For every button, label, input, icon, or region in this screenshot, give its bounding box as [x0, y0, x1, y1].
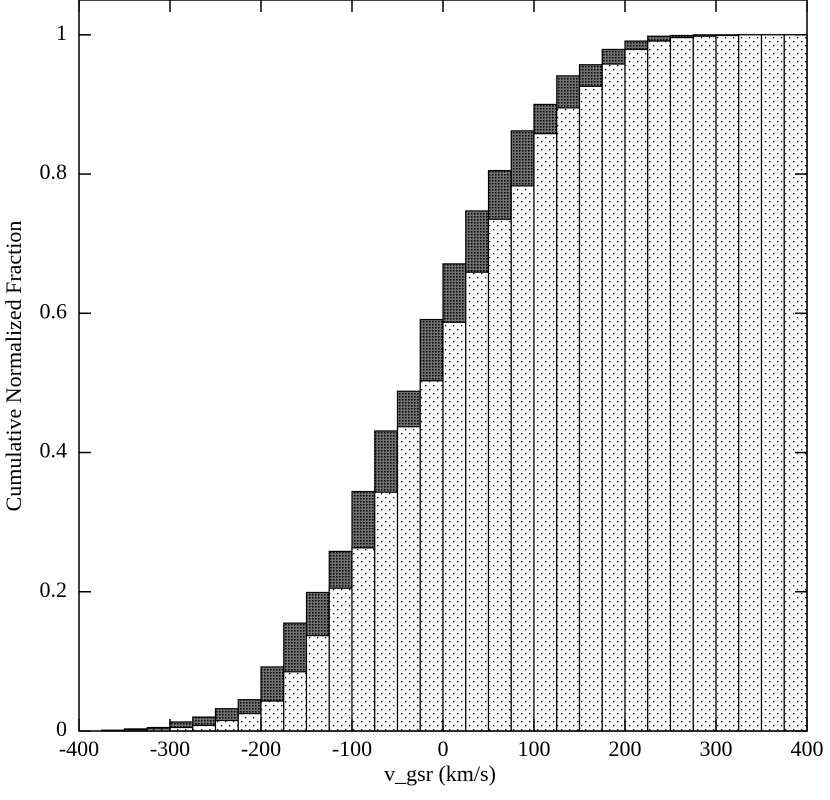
histogram-bar — [738, 34, 763, 732]
histogram-bar — [396, 426, 421, 732]
histogram-bar — [419, 380, 444, 732]
x-tick-label: 0 — [438, 736, 449, 761]
histogram-bar — [487, 218, 512, 732]
x-tick-label: -200 — [241, 736, 281, 761]
histogram-bar — [510, 185, 535, 732]
y-tick-label: 0.6 — [40, 298, 68, 323]
y-axis-label: Cumulative Normalized Fraction — [1, 221, 26, 512]
x-tick-label: 300 — [700, 736, 733, 761]
histogram-bar — [328, 587, 353, 732]
y-tick-label: 0.4 — [40, 438, 68, 463]
x-tick-label: 100 — [518, 736, 551, 761]
x-tick-label: -400 — [59, 736, 99, 761]
histogram-bar — [192, 724, 217, 732]
histogram-bar — [692, 35, 717, 732]
x-axis-label: v_gsr (km/s) — [384, 761, 496, 786]
histogram-bar — [624, 48, 649, 732]
histogram-bar — [442, 321, 467, 732]
histogram-bar — [783, 34, 808, 732]
y-tick-label: 0.2 — [40, 577, 68, 602]
histogram-bar — [669, 36, 694, 732]
y-tick-label: 0 — [56, 716, 67, 741]
y-tick-label: 1 — [56, 20, 67, 45]
histogram-bar — [465, 271, 490, 732]
histogram-bar — [715, 34, 740, 732]
histogram-bar — [578, 85, 603, 732]
histogram-bar — [533, 133, 558, 732]
histogram-bar — [351, 547, 376, 732]
x-tick-label: -100 — [332, 736, 372, 761]
histogram-bar — [283, 671, 308, 732]
x-tick-label: 200 — [609, 736, 642, 761]
histogram-bar — [556, 107, 581, 732]
histogram-bar — [214, 719, 239, 732]
histogram-bar — [237, 712, 262, 732]
x-tick-label: -300 — [150, 736, 190, 761]
x-tick-label: 400 — [791, 736, 824, 761]
y-tick-label: 0.8 — [40, 159, 68, 184]
histogram-bar — [647, 40, 672, 732]
histogram-bar — [260, 700, 285, 732]
histogram-bar — [601, 63, 626, 732]
histogram-bar — [374, 491, 399, 732]
histogram-bar — [760, 34, 785, 732]
histogram-bar — [305, 635, 330, 732]
